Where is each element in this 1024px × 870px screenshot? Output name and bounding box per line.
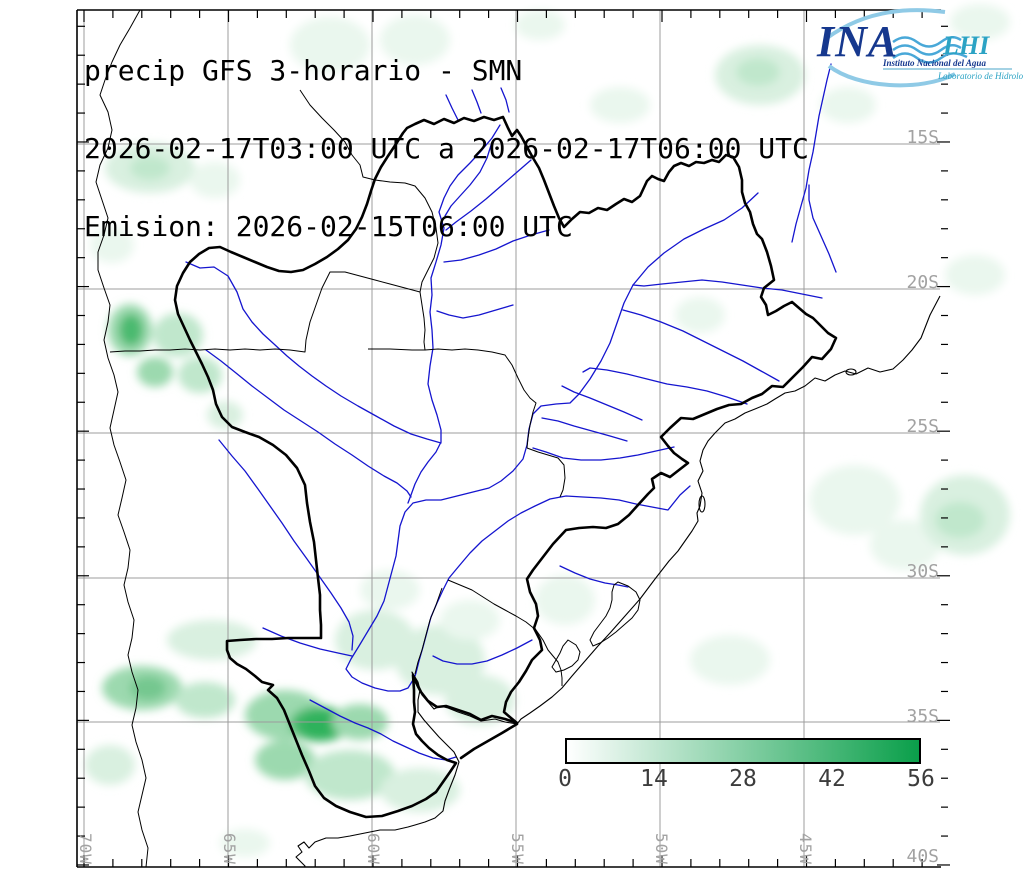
tick-marks [77,10,950,867]
emission-time: Emision: 2026-02-15T06:00 UTC [84,210,573,243]
colorbar-tick-0: 0 [558,766,572,792]
valid-period: 2026-02-17T03:00 UTC a 2026-02-17T06:00 … [84,132,809,165]
colorbar-tick-28: 28 [729,766,757,792]
coastline [295,295,941,867]
logo-org-name: Instituto Nacional del Agua [882,58,986,68]
lat-label-30s: 30S [906,561,939,582]
country-borders [95,10,566,867]
precip-colorbar [565,738,921,764]
lat-label-20s: 20S [906,272,939,293]
ina-logo: INA LHI Instituto Nacional del Agua Labo… [805,4,1023,96]
precip-shading [85,4,1010,857]
title-block: precip GFS 3-horario - SMN 2026-02-17T03… [84,6,809,292]
logo-lab-acronym: LHI [942,31,990,60]
lon-label-45w: 45W [796,833,815,865]
lon-label-60w: 60W [364,833,383,865]
lat-label-35s: 35S [906,706,939,727]
lagoons [551,581,641,673]
lon-label-65w: 65W [220,833,239,865]
lon-label-50w: 50W [652,833,671,865]
logo-waves-icon [892,36,968,64]
logo-acronym: INA [816,17,898,66]
basin-boundary [173,115,838,819]
colorbar-tick-14: 14 [640,766,668,792]
logo-arc-graphic [825,8,956,88]
lat-label-40s: 40S [906,846,939,867]
lon-label-55w: 55W [508,833,527,865]
lon-label-70w: 70W [76,833,95,865]
logo-lab-name: Laboratorio de Hidrología [937,71,1023,81]
map-title: precip GFS 3-horario - SMN [84,54,523,87]
map-frame [76,9,941,868]
rivers [185,63,837,761]
lat-label-25s: 25S [906,416,939,437]
lat-label-15s: 15S [906,127,939,148]
colorbar-tick-56: 56 [907,766,935,792]
colorbar-tick-42: 42 [818,766,846,792]
